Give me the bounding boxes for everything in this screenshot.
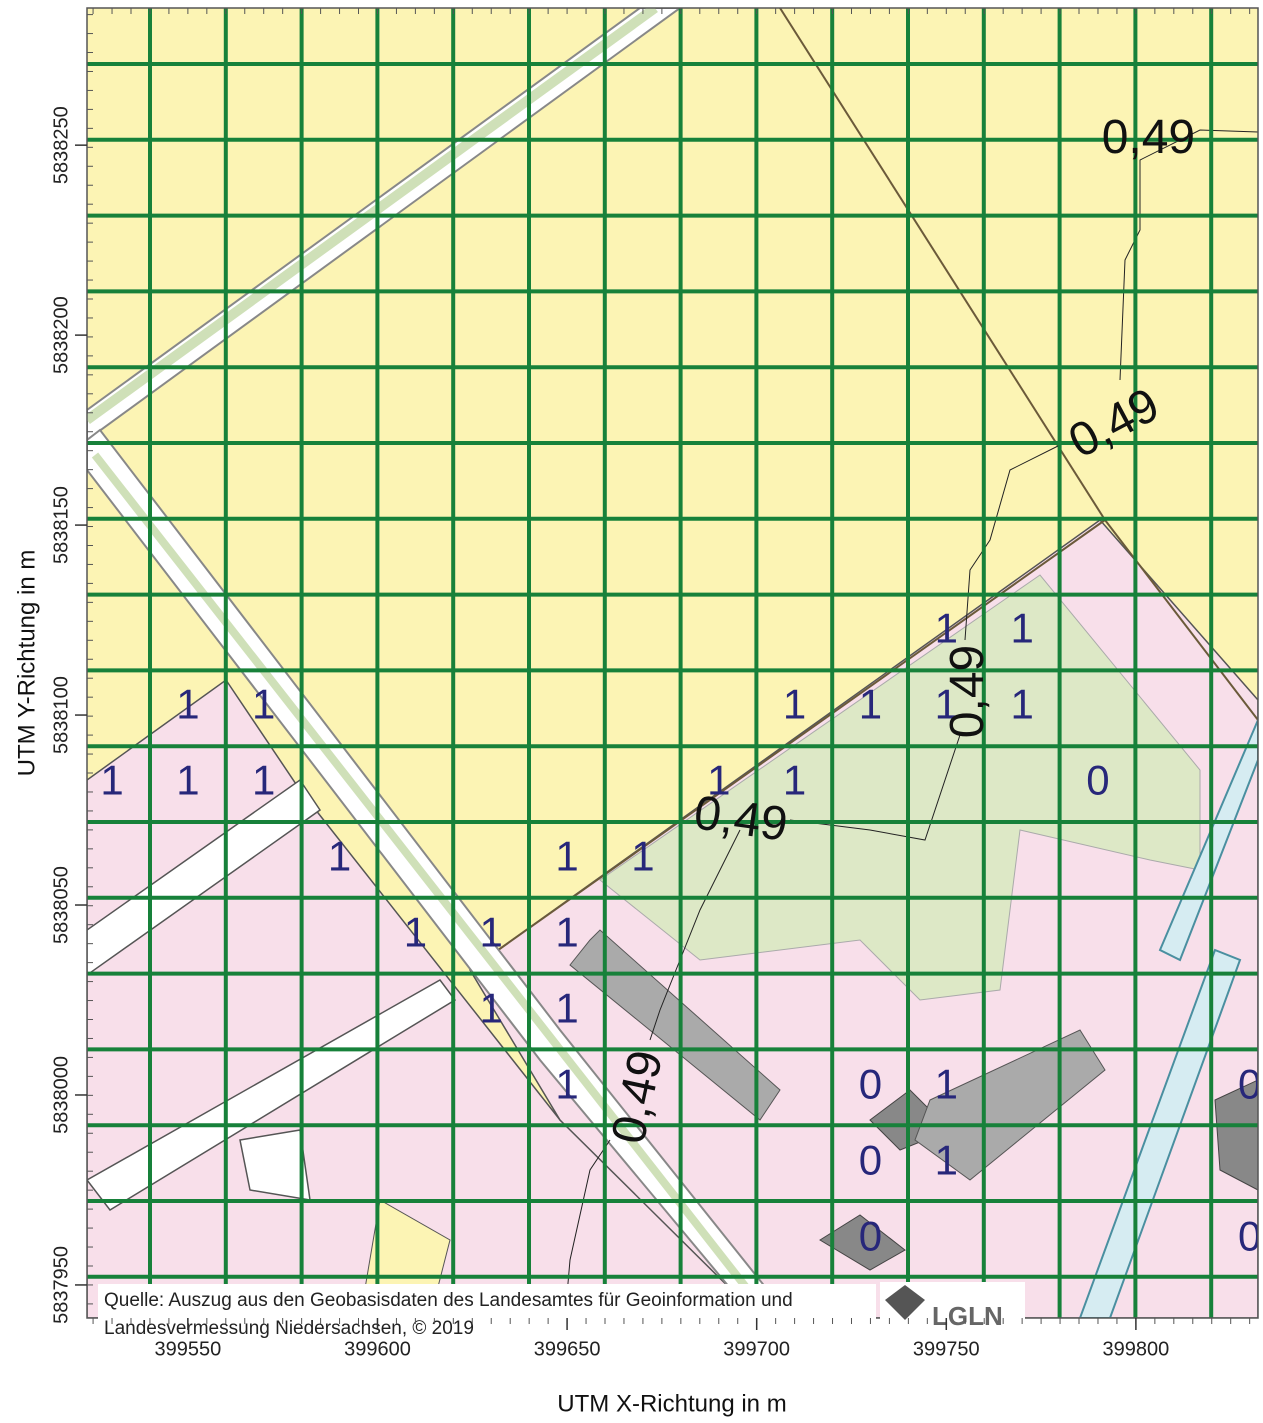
y-tick-label: 5838050 — [50, 866, 72, 944]
source-text: Quelle: Auszug aus den Geobasisdaten des… — [104, 1290, 793, 1311]
cell-value: 1 — [176, 757, 199, 804]
cell-value: 1 — [555, 1060, 578, 1107]
cell-value: 1 — [783, 757, 806, 804]
logo-icon — [885, 1285, 925, 1320]
cell-value: 1 — [1010, 605, 1033, 652]
x-tick-label: 399700 — [723, 1338, 790, 1360]
cell-value: 0 — [1086, 757, 1109, 804]
cell-value: 1 — [1010, 681, 1033, 728]
cell-value: 1 — [252, 757, 275, 804]
cell-value: 1 — [404, 909, 427, 956]
x-axis-title: UTM X-Richtung in m — [557, 1390, 786, 1417]
cell-value: 1 — [176, 681, 199, 728]
contour-label: 0,49 — [1102, 111, 1195, 164]
y-tick-label: 5838150 — [50, 486, 72, 564]
cell-value: 1 — [480, 909, 503, 956]
y-tick-label: 5838200 — [50, 296, 72, 374]
cell-value: 0 — [859, 1212, 882, 1259]
cell-value: 1 — [100, 757, 123, 804]
y-tick-label: 5837950 — [50, 1246, 72, 1324]
y-tick-label: 5838100 — [50, 676, 72, 754]
cell-value: 1 — [783, 681, 806, 728]
labels: 1 1 1 1 1 1 1 1 1 1 1 1 1 0 1 1 1 1 1 1 1 1 1 0 1 0 0 1 0 0 0,49 0,49 0,… — [100, 111, 1261, 1260]
x-tick-label: 399550 — [154, 1338, 221, 1360]
y-tick-label: 5838250 — [50, 106, 72, 184]
y-axis-title: UTM Y-Richtung in m — [13, 550, 40, 777]
source-box — [98, 1284, 876, 1340]
axes: 399550 399600 399650 399700 399750 399800 5837… — [50, 8, 1251, 1360]
cell-value: 0 — [1238, 1212, 1261, 1259]
cell-value: 1 — [935, 1060, 958, 1107]
cell-value: 1 — [631, 833, 654, 880]
x-tick-label: 399650 — [534, 1338, 601, 1360]
cell-value: 0 — [1238, 1060, 1261, 1107]
cell-value: 1 — [555, 833, 578, 880]
cell-value: 1 — [935, 681, 958, 728]
logo-text: LGLN — [932, 1301, 1003, 1331]
cell-value: 1 — [328, 833, 351, 880]
cell-value: 1 — [252, 681, 275, 728]
x-tick-label: 399750 — [913, 1338, 980, 1360]
cell-value: 1 — [707, 757, 730, 804]
map-base: 1 1 1 1 1 1 1 1 1 1 1 1 1 0 1 1 1 1 1 1 1 1 1 0 1 0 0 1 0 0 0,49 0,49 0,… — [87, 8, 1261, 1318]
x-tick-label: 399600 — [344, 1338, 411, 1360]
cell-value: 1 — [859, 681, 882, 728]
cell-value: 1 — [935, 1136, 958, 1183]
source-text: Landesvermessung Niedersachsen, © 2019 — [104, 1318, 474, 1339]
cell-value: 1 — [935, 605, 958, 652]
x-tick-label: 399800 — [1103, 1338, 1170, 1360]
cell-value: 0 — [859, 1060, 882, 1107]
grid — [87, 8, 1258, 1318]
y-tick-label: 5838000 — [50, 1056, 72, 1134]
cell-value: 1 — [555, 909, 578, 956]
cell-value: 0 — [859, 1136, 882, 1183]
cell-value: 1 — [480, 984, 503, 1031]
contour-label: 0,49 — [691, 786, 791, 852]
contour-label: 0,49 — [941, 645, 994, 738]
cell-value: 1 — [555, 984, 578, 1031]
